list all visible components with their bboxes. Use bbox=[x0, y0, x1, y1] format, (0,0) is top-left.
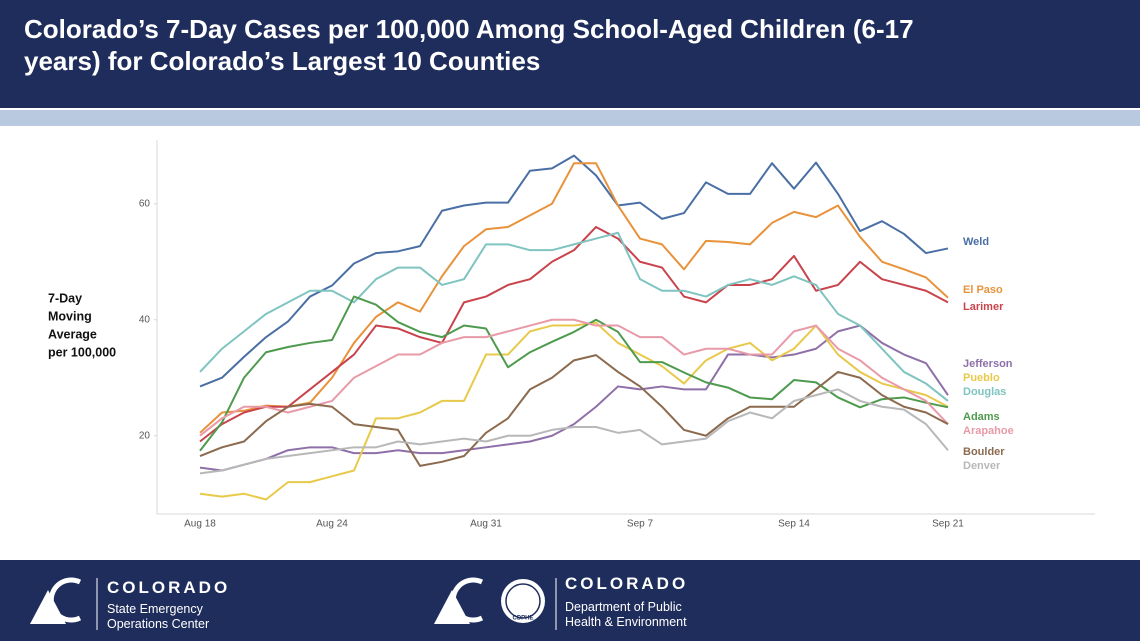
series-label: Denver bbox=[963, 460, 1001, 472]
cdphe-logo bbox=[434, 577, 545, 624]
x-tick-label: Aug 18 bbox=[184, 519, 216, 530]
y-tick-label: 40 bbox=[139, 314, 151, 325]
y-tick-label: 20 bbox=[139, 430, 151, 441]
y-axis-label: Average bbox=[48, 327, 97, 341]
series-line bbox=[199, 225, 949, 443]
org-line: Operations Center bbox=[107, 617, 210, 631]
header: Colorado’s 7-Day Cases per 100,000 Among… bbox=[0, 0, 1140, 108]
series-label: El Paso bbox=[963, 284, 1003, 296]
series-line bbox=[199, 162, 949, 434]
org-name: COLORADO bbox=[565, 574, 689, 593]
logos: CDPHE bbox=[30, 577, 557, 630]
series-label: Jefferson bbox=[963, 358, 1013, 370]
org-line: State Emergency bbox=[107, 602, 203, 616]
x-tick-label: Aug 31 bbox=[470, 519, 502, 530]
series-line bbox=[199, 231, 949, 402]
footer: CDPHE COLORADO State Emergency Operation… bbox=[0, 560, 1140, 641]
y-axis-label: per 100,000 bbox=[48, 345, 116, 359]
y-axis-label: 7-Day bbox=[48, 291, 82, 305]
series-label: Adams bbox=[963, 411, 1000, 423]
chart: 20 40 60 Aug 18 Aug 24 Aug 31 Sep 7 Sep 14 Sep 2… bbox=[48, 140, 1095, 530]
x-tick-label: Sep 14 bbox=[778, 519, 810, 530]
x-tick-label: Aug 24 bbox=[316, 519, 348, 530]
x-tick-label: Sep 21 bbox=[932, 519, 964, 530]
seoc-logo bbox=[30, 577, 82, 624]
badge: CDPHE bbox=[512, 616, 533, 622]
series-line bbox=[199, 321, 949, 501]
series-label: Arapahoe bbox=[963, 425, 1014, 437]
org-line: Health & Environment bbox=[565, 615, 687, 629]
y-tick-label: 60 bbox=[139, 198, 151, 209]
series-line bbox=[199, 295, 949, 452]
y-axis-label: Moving bbox=[48, 309, 92, 323]
series-line bbox=[199, 318, 949, 437]
series-line bbox=[199, 388, 949, 475]
series-line bbox=[199, 354, 949, 467]
title-line: years) for Colorado’s Largest 10 Countie… bbox=[24, 46, 541, 76]
series-label: Douglas bbox=[963, 386, 1006, 398]
stripe bbox=[0, 110, 1140, 126]
x-tick-label: Sep 7 bbox=[627, 519, 654, 530]
org-name: COLORADO bbox=[107, 578, 231, 597]
org-line: Department of Public bbox=[565, 600, 682, 614]
series-label: Boulder bbox=[963, 446, 1005, 458]
series-line bbox=[199, 154, 949, 388]
title-line: Colorado’s 7-Day Cases per 100,000 Among… bbox=[24, 14, 914, 44]
series-label: Pueblo bbox=[963, 372, 1000, 384]
series-label: Weld bbox=[963, 236, 989, 248]
series-line bbox=[199, 324, 949, 472]
series-label: Larimer bbox=[963, 301, 1004, 313]
